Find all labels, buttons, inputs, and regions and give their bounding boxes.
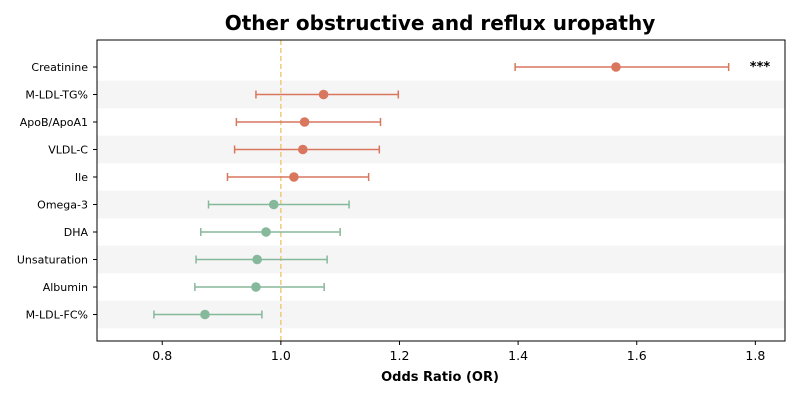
plot-marks: *** xyxy=(153,60,771,320)
significance-annotation: *** xyxy=(750,60,771,75)
y-axis-ticks: Creatinine M-LDL-TG% ApoB/ApoA1 VLDL-C Ile Om… xyxy=(17,61,97,322)
y-tick-label: VLDL-C xyxy=(48,144,88,157)
y-tick-label: Unsaturation xyxy=(17,254,88,267)
point-estimate xyxy=(268,199,279,210)
point-estimate xyxy=(318,89,329,100)
y-tick-label: M-LDL-FC% xyxy=(26,309,88,322)
x-tick-label: 0.8 xyxy=(152,348,172,363)
point-estimate xyxy=(261,227,271,237)
point-estimate xyxy=(251,282,261,292)
x-tick-label: 1.6 xyxy=(627,348,647,363)
point-estimate xyxy=(252,254,262,265)
y-tick-label: Ile xyxy=(75,171,88,184)
x-tick-label: 1.0 xyxy=(271,348,291,363)
x-axis-ticks: 0.8 1.0 1.2 1.4 1.6 1.8 xyxy=(152,341,765,363)
y-tick-label: M-LDL-TG% xyxy=(25,89,88,102)
point-estimate xyxy=(289,172,299,182)
y-tick-label: ApoB/ApoA1 xyxy=(20,116,88,129)
y-tick-label: Omega-3 xyxy=(37,199,88,212)
y-tick-label: Creatinine xyxy=(31,61,88,74)
plot-frame xyxy=(96,39,786,342)
row-shade xyxy=(97,190,785,219)
point-estimate xyxy=(200,309,210,320)
point-estimate xyxy=(611,62,621,72)
x-axis-label: Odds Ratio (OR) xyxy=(381,370,499,385)
x-tick-label: 1.8 xyxy=(745,348,765,363)
y-tick-label: Albumin xyxy=(43,281,88,294)
point-estimate xyxy=(298,144,308,155)
row-shading xyxy=(97,80,785,329)
chart-title: Other obstructive and reflux uropathy xyxy=(225,11,656,35)
point-estimate xyxy=(299,117,310,127)
x-tick-label: 1.4 xyxy=(508,348,528,363)
row-shade xyxy=(97,135,785,164)
x-tick-label: 1.2 xyxy=(390,348,410,363)
row-shade xyxy=(97,80,785,109)
y-tick-label: DHA xyxy=(64,226,89,239)
